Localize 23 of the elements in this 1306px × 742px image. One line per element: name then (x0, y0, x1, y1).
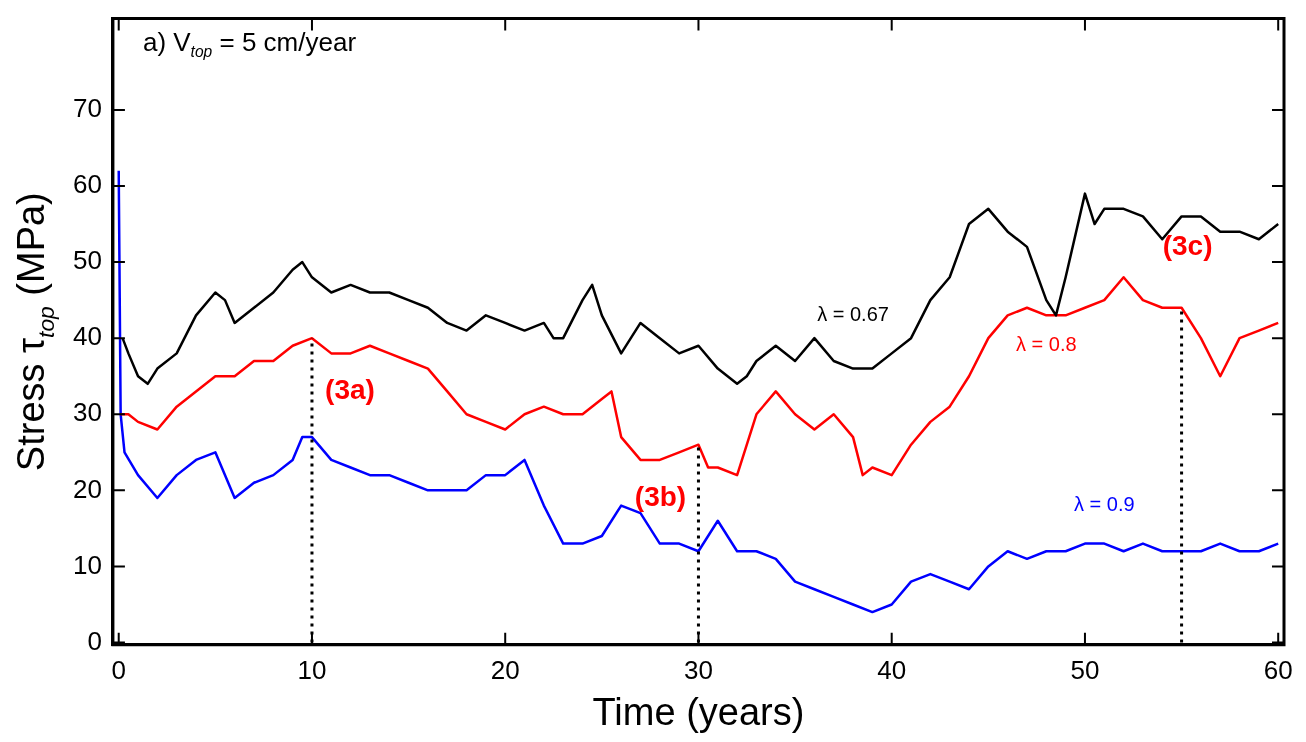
y-axis-title: Stress τtop (MPa) (10, 192, 59, 472)
x-tick-label: 50 (1070, 654, 1100, 685)
ref-line-label: (3c) (1162, 229, 1213, 261)
x-tick-label: 40 (877, 654, 907, 685)
y-tick-label: 20 (73, 473, 102, 504)
ref-line-label: (3a) (325, 374, 375, 406)
x-tick-label: 60 (1263, 654, 1293, 685)
y-tick-label: 70 (73, 93, 102, 124)
ref-line-label: (3b) (634, 480, 687, 512)
series-label: λ = 0.8 (1016, 333, 1077, 356)
x-tick-label: 20 (490, 654, 520, 685)
x-axis-title: Time (years) (592, 690, 805, 733)
y-tick-label: 60 (73, 169, 102, 200)
x-tick-label: 10 (297, 654, 327, 685)
y-tick-label: 40 (73, 321, 102, 352)
x-tick-label: 0 (111, 654, 126, 685)
y-tick-label: 0 (87, 625, 102, 656)
y-tick-label: 50 (73, 245, 102, 276)
y-tick-label: 10 (73, 549, 102, 580)
series-label: λ = 0.9 (1073, 493, 1135, 516)
series-label: λ = 0.67 (817, 302, 889, 325)
x-tick-label: 30 (684, 654, 713, 685)
y-tick-label: 30 (73, 397, 102, 428)
